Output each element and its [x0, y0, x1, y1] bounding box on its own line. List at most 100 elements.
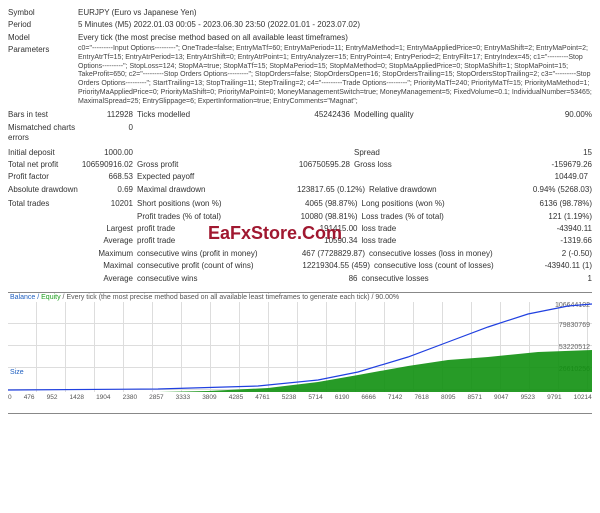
chart-svg [8, 302, 592, 392]
lt-value: 121 (1.19%) [507, 212, 592, 222]
mlp-label: consecutive profit (count of wins) [137, 261, 270, 271]
avl-label: loss trade [362, 236, 508, 246]
x-tick: 0 [8, 394, 12, 401]
x-tick: 8095 [441, 394, 455, 401]
maximum-label: Maximum [78, 249, 137, 259]
lgp-label: profit trade [137, 224, 283, 234]
x-tick: 2380 [123, 394, 137, 401]
x-tick: 8571 [468, 394, 482, 401]
avp-value: 10590.34 [283, 236, 362, 246]
x-tick: 3809 [202, 394, 216, 401]
mq-value: 90.00% [507, 110, 592, 120]
symbol-label: Symbol [8, 8, 78, 18]
mll-value: -43940.11 (1) [507, 261, 592, 271]
lp-value: 6136 (98.78%) [507, 199, 592, 209]
pf-value: 668.53 [78, 172, 137, 182]
bars-label: Bars in test [8, 110, 78, 120]
pf-label: Profit factor [8, 172, 78, 182]
tnp-value: 106590916.02 [78, 160, 137, 170]
tnp-label: Total net profit [8, 160, 78, 170]
balance-chart: Balance / Equity / Every tick (the most … [8, 292, 592, 414]
mll-label: consecutive loss (count of losses) [374, 261, 507, 271]
lgl-label: loss trade [362, 224, 508, 234]
avp-label: profit trade [137, 236, 283, 246]
deposit-value: 1000.00 [78, 148, 137, 158]
x-tick: 476 [24, 394, 35, 401]
rd-value: 0.94% (5268.03) [507, 185, 592, 195]
a2l-label: consecutive losses [362, 274, 508, 284]
size-area [8, 350, 592, 392]
x-tick: 7618 [414, 394, 428, 401]
mce-value: 0 [78, 123, 137, 144]
x-tick: 1428 [70, 394, 84, 401]
ticks-value: 45242436 [290, 110, 354, 120]
ticks-label: Ticks modelled [137, 110, 290, 120]
pt-value: 10080 (98.81%) [283, 212, 362, 222]
period-label: Period [8, 20, 78, 30]
maximal-label: Maximal [78, 261, 137, 271]
x-tick: 6190 [335, 394, 349, 401]
largest-label: Largest [78, 224, 137, 234]
gp-value: 106750595.28 [290, 160, 354, 170]
size-label: Size [10, 369, 24, 376]
x-tick: 4285 [229, 394, 243, 401]
mxl-value: 2 (-0.50) [507, 249, 592, 259]
a2l-value: 1 [507, 274, 592, 284]
model-label: Model [8, 33, 78, 43]
x-tick: 3333 [176, 394, 190, 401]
spread-label: Spread [354, 148, 507, 158]
bars-value: 112928 [78, 110, 137, 120]
x-tick: 1904 [96, 394, 110, 401]
lp-label: Long positions (won %) [362, 199, 508, 209]
pt-label: Profit trades (% of total) [137, 212, 283, 222]
ad-value: 0.69 [78, 185, 137, 195]
a2w-value: 86 [283, 274, 362, 284]
mlp-value: 12219304.55 (459) [270, 261, 374, 271]
gp-label: Gross profit [137, 160, 290, 170]
lgl-value: -43940.11 [507, 224, 592, 234]
x-axis: 0476952142819042380285733333809428547615… [8, 392, 592, 403]
a2w-label: consecutive wins [137, 274, 283, 284]
ep-label: Expected payoff [137, 172, 528, 182]
tt-label: Total trades [8, 199, 78, 209]
mxl-label: consecutive losses (loss in money) [369, 249, 507, 259]
lt-label: Loss trades (% of total) [362, 212, 508, 222]
parameters-label: Parameters [8, 45, 78, 106]
chart-title: Balance / Equity / Every tick (the most … [8, 293, 592, 302]
sp-value: 4065 (98.87%) [283, 199, 362, 209]
period-value: 5 Minutes (M5) 2022.01.03 00:05 - 2023.0… [78, 20, 592, 30]
md-value: 123817.65 (0.12%) [275, 185, 369, 195]
x-tick: 5714 [308, 394, 322, 401]
tt-value: 10201 [78, 199, 137, 209]
parameters-value: c0="---------Input Options---------"; On… [78, 45, 592, 106]
gl-value: -159679.26 [507, 160, 592, 170]
x-tick: 9791 [547, 394, 561, 401]
x-tick: 7142 [388, 394, 402, 401]
avl-value: -1319.66 [507, 236, 592, 246]
average-label: Average [78, 236, 137, 246]
mxw-value: 467 (7728829.87) [275, 249, 369, 259]
average2-label: Average [78, 274, 137, 284]
lgp-value: 191415.00 [283, 224, 362, 234]
chart-plot: 106644102 79830769 53220512 26610256 Siz… [8, 302, 592, 392]
mq-label: Modelling quality [354, 110, 507, 120]
deposit-label: Initial deposit [8, 148, 78, 158]
x-tick: 2857 [149, 394, 163, 401]
x-tick: 10214 [574, 394, 592, 401]
symbol-value: EURJPY (Euro vs Japanese Yen) [78, 8, 592, 18]
x-tick: 4761 [255, 394, 269, 401]
rd-label: Relative drawdown [369, 185, 507, 195]
ad-label: Absolute drawdown [8, 185, 78, 195]
x-tick: 9047 [494, 394, 508, 401]
x-tick: 9523 [521, 394, 535, 401]
sp-label: Short positions (won %) [137, 199, 283, 209]
mxw-label: consecutive wins (profit in money) [137, 249, 275, 259]
x-tick: 5238 [282, 394, 296, 401]
x-tick: 6666 [361, 394, 375, 401]
mce-label: Mismatched charts errors [8, 123, 78, 144]
model-value: Every tick (the most precise method base… [78, 33, 592, 43]
ep-value: 10449.07 [528, 172, 592, 182]
md-label: Maximal drawdown [137, 185, 275, 195]
spread-value: 15 [507, 148, 592, 158]
gl-label: Gross loss [354, 160, 507, 170]
